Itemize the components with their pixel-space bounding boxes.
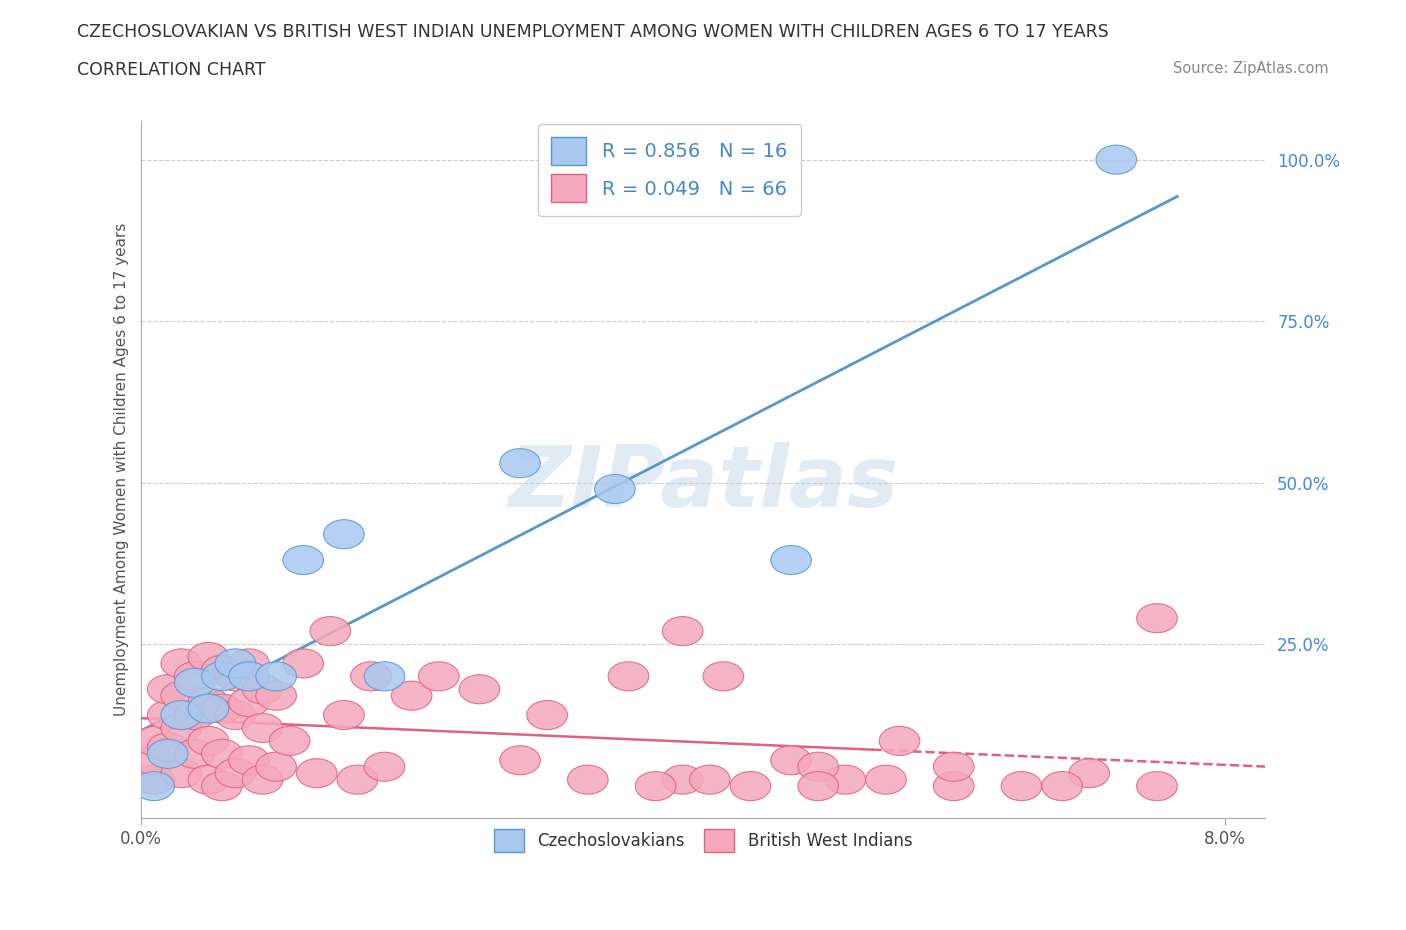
Ellipse shape <box>201 739 242 768</box>
Ellipse shape <box>229 649 270 678</box>
Ellipse shape <box>188 643 229 671</box>
Ellipse shape <box>1136 772 1177 801</box>
Ellipse shape <box>215 649 256 678</box>
Ellipse shape <box>879 726 920 755</box>
Ellipse shape <box>188 694 229 724</box>
Ellipse shape <box>134 726 174 755</box>
Ellipse shape <box>527 700 568 730</box>
Ellipse shape <box>934 752 974 781</box>
Ellipse shape <box>283 649 323 678</box>
Ellipse shape <box>201 772 242 801</box>
Ellipse shape <box>419 662 460 691</box>
Ellipse shape <box>770 546 811 575</box>
Ellipse shape <box>636 772 676 801</box>
Ellipse shape <box>770 746 811 775</box>
Ellipse shape <box>595 474 636 503</box>
Ellipse shape <box>242 713 283 742</box>
Ellipse shape <box>662 617 703 645</box>
Text: ZIPatlas: ZIPatlas <box>508 442 898 525</box>
Ellipse shape <box>730 772 770 801</box>
Ellipse shape <box>229 662 270 691</box>
Text: Source: ZipAtlas.com: Source: ZipAtlas.com <box>1173 61 1329 76</box>
Ellipse shape <box>215 662 256 691</box>
Ellipse shape <box>160 681 201 711</box>
Ellipse shape <box>215 700 256 730</box>
Ellipse shape <box>148 733 188 762</box>
Ellipse shape <box>689 765 730 794</box>
Ellipse shape <box>283 546 323 575</box>
Ellipse shape <box>174 700 215 730</box>
Ellipse shape <box>148 700 188 730</box>
Ellipse shape <box>1097 145 1136 174</box>
Ellipse shape <box>866 765 907 794</box>
Ellipse shape <box>201 656 242 684</box>
Ellipse shape <box>134 765 174 794</box>
Ellipse shape <box>160 713 201 742</box>
Ellipse shape <box>934 772 974 801</box>
Ellipse shape <box>364 662 405 691</box>
Ellipse shape <box>134 772 174 801</box>
Ellipse shape <box>297 759 337 788</box>
Ellipse shape <box>174 669 215 698</box>
Ellipse shape <box>337 765 378 794</box>
Ellipse shape <box>242 765 283 794</box>
Ellipse shape <box>160 649 201 678</box>
Ellipse shape <box>229 746 270 775</box>
Ellipse shape <box>229 687 270 717</box>
Legend: Czechoslovakians, British West Indians: Czechoslovakians, British West Indians <box>486 822 920 859</box>
Ellipse shape <box>825 765 866 794</box>
Ellipse shape <box>215 759 256 788</box>
Ellipse shape <box>148 739 188 768</box>
Ellipse shape <box>160 700 201 730</box>
Ellipse shape <box>797 772 838 801</box>
Ellipse shape <box>364 752 405 781</box>
Ellipse shape <box>391 681 432 711</box>
Ellipse shape <box>568 765 609 794</box>
Ellipse shape <box>201 662 242 691</box>
Ellipse shape <box>1042 772 1083 801</box>
Ellipse shape <box>174 739 215 768</box>
Ellipse shape <box>256 752 297 781</box>
Ellipse shape <box>256 662 297 691</box>
Ellipse shape <box>499 746 540 775</box>
Ellipse shape <box>174 662 215 691</box>
Ellipse shape <box>662 765 703 794</box>
Y-axis label: Unemployment Among Women with Children Ages 6 to 17 years: Unemployment Among Women with Children A… <box>114 223 129 716</box>
Ellipse shape <box>323 520 364 549</box>
Ellipse shape <box>160 759 201 788</box>
Text: CZECHOSLOVAKIAN VS BRITISH WEST INDIAN UNEMPLOYMENT AMONG WOMEN WITH CHILDREN AG: CZECHOSLOVAKIAN VS BRITISH WEST INDIAN U… <box>77 23 1109 41</box>
Ellipse shape <box>1136 604 1177 632</box>
Ellipse shape <box>201 694 242 724</box>
Text: CORRELATION CHART: CORRELATION CHART <box>77 61 266 79</box>
Ellipse shape <box>499 448 540 478</box>
Ellipse shape <box>242 674 283 704</box>
Ellipse shape <box>270 726 309 755</box>
Ellipse shape <box>609 662 648 691</box>
Ellipse shape <box>148 674 188 704</box>
Ellipse shape <box>256 681 297 711</box>
Ellipse shape <box>1069 759 1109 788</box>
Ellipse shape <box>188 726 229 755</box>
Ellipse shape <box>1001 772 1042 801</box>
Ellipse shape <box>460 674 499 704</box>
Ellipse shape <box>797 752 838 781</box>
Ellipse shape <box>134 746 174 775</box>
Ellipse shape <box>703 662 744 691</box>
Ellipse shape <box>323 700 364 730</box>
Ellipse shape <box>188 687 229 717</box>
Ellipse shape <box>309 617 350 645</box>
Ellipse shape <box>188 765 229 794</box>
Ellipse shape <box>350 662 391 691</box>
